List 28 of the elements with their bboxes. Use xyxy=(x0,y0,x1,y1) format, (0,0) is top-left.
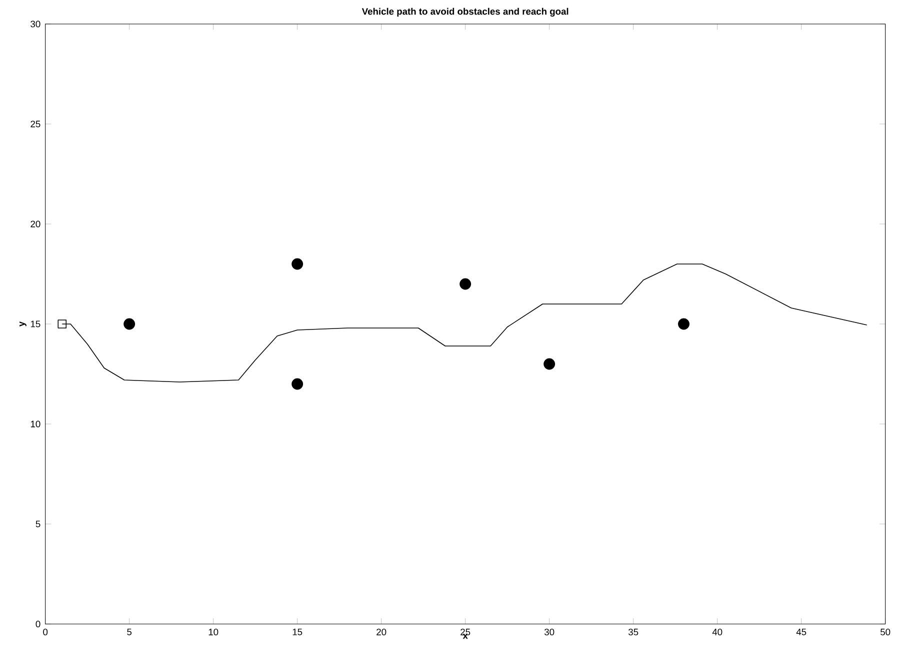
y-tick-label: 20 xyxy=(30,220,40,228)
point xyxy=(678,318,690,330)
x-tick-label: 5 xyxy=(127,628,132,636)
x-tick-label: 50 xyxy=(880,628,890,636)
x-tick-label: 10 xyxy=(208,628,218,636)
point xyxy=(292,258,304,270)
y-tick-label: 10 xyxy=(30,420,40,428)
y-tick-label: 0 xyxy=(36,620,40,628)
x-tick-label: 0 xyxy=(43,628,48,636)
point xyxy=(58,320,67,328)
chart-title: Vehicle path to avoid obstacles and reach goal xyxy=(362,8,568,17)
y-tick-label: 25 xyxy=(30,120,40,128)
x-tick-label: 25 xyxy=(460,628,470,636)
x-tick-label: 30 xyxy=(544,628,554,636)
point xyxy=(544,358,556,370)
x-tick-label: 45 xyxy=(796,628,806,636)
x-tick-label: 35 xyxy=(628,628,638,636)
y-tick-label: 5 xyxy=(36,520,40,528)
x-tick-label: 20 xyxy=(376,628,386,636)
point xyxy=(124,318,136,330)
line-series xyxy=(62,264,868,382)
point xyxy=(460,278,472,290)
y-axis-title: y xyxy=(20,321,26,327)
y-tick-label: 30 xyxy=(30,20,40,28)
x-tick-label: 40 xyxy=(712,628,722,636)
x-tick-label: 15 xyxy=(292,628,302,636)
point xyxy=(292,378,304,390)
y-tick-label: 15 xyxy=(30,320,40,328)
